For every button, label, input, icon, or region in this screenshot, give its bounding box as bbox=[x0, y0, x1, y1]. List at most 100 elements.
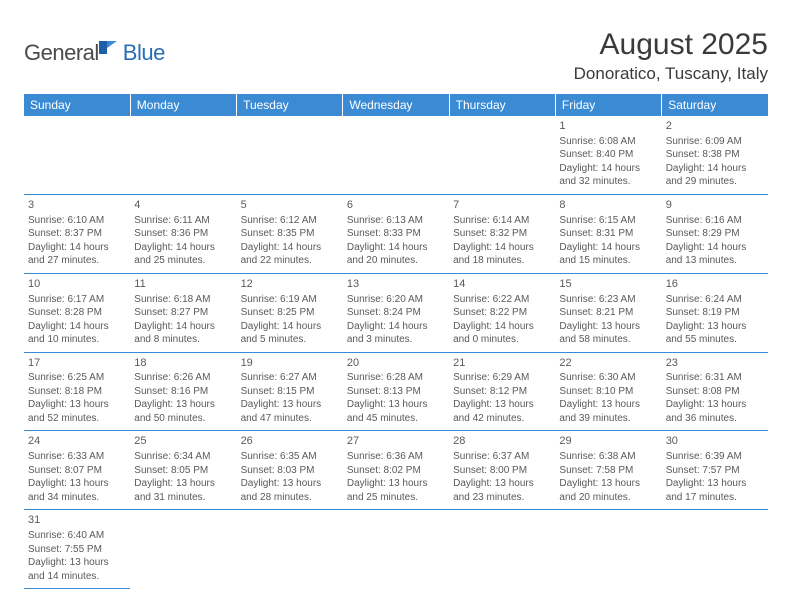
daylight-line: Daylight: 13 hours and 23 minutes. bbox=[453, 477, 551, 504]
calendar-day: 9Sunrise: 6:16 AMSunset: 8:29 PMDaylight… bbox=[662, 194, 768, 273]
sunset-line: Sunset: 8:19 PM bbox=[666, 306, 764, 320]
sunrise-line: Sunrise: 6:17 AM bbox=[28, 293, 126, 307]
weekday-header: Tuesday bbox=[237, 94, 343, 116]
daylight-line: Daylight: 14 hours and 3 minutes. bbox=[347, 320, 445, 347]
weekday-header: Saturday bbox=[662, 94, 768, 116]
sunset-line: Sunset: 8:25 PM bbox=[241, 306, 339, 320]
sunrise-line: Sunrise: 6:20 AM bbox=[347, 293, 445, 307]
sunset-line: Sunset: 8:38 PM bbox=[666, 148, 764, 162]
sunset-line: Sunset: 8:32 PM bbox=[453, 227, 551, 241]
sunrise-line: Sunrise: 6:25 AM bbox=[28, 371, 126, 385]
sunrise-line: Sunrise: 6:14 AM bbox=[453, 214, 551, 228]
calendar-day-empty bbox=[555, 510, 661, 589]
day-number: 16 bbox=[666, 277, 764, 292]
weekday-header: Monday bbox=[130, 94, 236, 116]
sunrise-line: Sunrise: 6:09 AM bbox=[666, 135, 764, 149]
daylight-line: Daylight: 13 hours and 28 minutes. bbox=[241, 477, 339, 504]
daylight-line: Daylight: 14 hours and 22 minutes. bbox=[241, 241, 339, 268]
flag-icon bbox=[99, 38, 121, 59]
day-number: 4 bbox=[134, 198, 232, 213]
day-number: 17 bbox=[28, 356, 126, 371]
sunset-line: Sunset: 8:00 PM bbox=[453, 464, 551, 478]
day-number: 3 bbox=[28, 198, 126, 213]
day-number: 5 bbox=[241, 198, 339, 213]
calendar-day: 29Sunrise: 6:38 AMSunset: 7:58 PMDayligh… bbox=[555, 431, 661, 510]
sunset-line: Sunset: 8:21 PM bbox=[559, 306, 657, 320]
calendar-row: 1Sunrise: 6:08 AMSunset: 8:40 PMDaylight… bbox=[24, 116, 768, 194]
calendar-day: 23Sunrise: 6:31 AMSunset: 8:08 PMDayligh… bbox=[662, 352, 768, 431]
daylight-line: Daylight: 13 hours and 14 minutes. bbox=[28, 556, 126, 583]
sunrise-line: Sunrise: 6:18 AM bbox=[134, 293, 232, 307]
daylight-line: Daylight: 14 hours and 5 minutes. bbox=[241, 320, 339, 347]
daylight-line: Daylight: 13 hours and 45 minutes. bbox=[347, 398, 445, 425]
calendar-day: 1Sunrise: 6:08 AMSunset: 8:40 PMDaylight… bbox=[555, 116, 661, 194]
calendar-day: 3Sunrise: 6:10 AMSunset: 8:37 PMDaylight… bbox=[24, 194, 130, 273]
calendar-row: 17Sunrise: 6:25 AMSunset: 8:18 PMDayligh… bbox=[24, 352, 768, 431]
sunrise-line: Sunrise: 6:08 AM bbox=[559, 135, 657, 149]
sunset-line: Sunset: 8:22 PM bbox=[453, 306, 551, 320]
sunset-line: Sunset: 7:57 PM bbox=[666, 464, 764, 478]
day-number: 26 bbox=[241, 434, 339, 449]
calendar-row: 3Sunrise: 6:10 AMSunset: 8:37 PMDaylight… bbox=[24, 194, 768, 273]
day-number: 27 bbox=[347, 434, 445, 449]
title-month: August 2025 bbox=[574, 28, 768, 62]
daylight-line: Daylight: 14 hours and 10 minutes. bbox=[28, 320, 126, 347]
daylight-line: Daylight: 13 hours and 20 minutes. bbox=[559, 477, 657, 504]
weekday-header: Thursday bbox=[449, 94, 555, 116]
day-number: 20 bbox=[347, 356, 445, 371]
day-number: 7 bbox=[453, 198, 551, 213]
sunset-line: Sunset: 8:37 PM bbox=[28, 227, 126, 241]
daylight-line: Daylight: 14 hours and 18 minutes. bbox=[453, 241, 551, 268]
sunset-line: Sunset: 8:15 PM bbox=[241, 385, 339, 399]
sunset-line: Sunset: 8:03 PM bbox=[241, 464, 339, 478]
sunset-line: Sunset: 8:02 PM bbox=[347, 464, 445, 478]
calendar-day-empty bbox=[343, 510, 449, 589]
sunrise-line: Sunrise: 6:27 AM bbox=[241, 371, 339, 385]
sunset-line: Sunset: 8:33 PM bbox=[347, 227, 445, 241]
calendar-day-empty bbox=[237, 116, 343, 194]
daylight-line: Daylight: 14 hours and 15 minutes. bbox=[559, 241, 657, 268]
calendar-day: 19Sunrise: 6:27 AMSunset: 8:15 PMDayligh… bbox=[237, 352, 343, 431]
sunrise-line: Sunrise: 6:16 AM bbox=[666, 214, 764, 228]
daylight-line: Daylight: 13 hours and 25 minutes. bbox=[347, 477, 445, 504]
calendar-day: 31Sunrise: 6:40 AMSunset: 7:55 PMDayligh… bbox=[24, 510, 130, 589]
sunset-line: Sunset: 8:13 PM bbox=[347, 385, 445, 399]
sunrise-line: Sunrise: 6:29 AM bbox=[453, 371, 551, 385]
calendar-day: 25Sunrise: 6:34 AMSunset: 8:05 PMDayligh… bbox=[130, 431, 236, 510]
sunrise-line: Sunrise: 6:37 AM bbox=[453, 450, 551, 464]
daylight-line: Daylight: 13 hours and 55 minutes. bbox=[666, 320, 764, 347]
sunrise-line: Sunrise: 6:35 AM bbox=[241, 450, 339, 464]
calendar-day: 8Sunrise: 6:15 AMSunset: 8:31 PMDaylight… bbox=[555, 194, 661, 273]
calendar-day: 28Sunrise: 6:37 AMSunset: 8:00 PMDayligh… bbox=[449, 431, 555, 510]
day-number: 21 bbox=[453, 356, 551, 371]
calendar-day: 4Sunrise: 6:11 AMSunset: 8:36 PMDaylight… bbox=[130, 194, 236, 273]
sunset-line: Sunset: 8:35 PM bbox=[241, 227, 339, 241]
day-number: 31 bbox=[28, 513, 126, 528]
sunset-line: Sunset: 8:36 PM bbox=[134, 227, 232, 241]
sunrise-line: Sunrise: 6:19 AM bbox=[241, 293, 339, 307]
calendar-day: 12Sunrise: 6:19 AMSunset: 8:25 PMDayligh… bbox=[237, 273, 343, 352]
sunset-line: Sunset: 8:16 PM bbox=[134, 385, 232, 399]
day-number: 22 bbox=[559, 356, 657, 371]
daylight-line: Daylight: 13 hours and 52 minutes. bbox=[28, 398, 126, 425]
day-number: 18 bbox=[134, 356, 232, 371]
day-number: 1 bbox=[559, 119, 657, 134]
day-number: 13 bbox=[347, 277, 445, 292]
calendar-day-empty bbox=[449, 116, 555, 194]
sunset-line: Sunset: 8:27 PM bbox=[134, 306, 232, 320]
sunset-line: Sunset: 8:05 PM bbox=[134, 464, 232, 478]
day-number: 24 bbox=[28, 434, 126, 449]
day-number: 25 bbox=[134, 434, 232, 449]
sunrise-line: Sunrise: 6:31 AM bbox=[666, 371, 764, 385]
calendar-day-empty bbox=[130, 116, 236, 194]
sunrise-line: Sunrise: 6:38 AM bbox=[559, 450, 657, 464]
calendar-day: 30Sunrise: 6:39 AMSunset: 7:57 PMDayligh… bbox=[662, 431, 768, 510]
daylight-line: Daylight: 14 hours and 27 minutes. bbox=[28, 241, 126, 268]
calendar-day: 27Sunrise: 6:36 AMSunset: 8:02 PMDayligh… bbox=[343, 431, 449, 510]
day-number: 9 bbox=[666, 198, 764, 213]
sunset-line: Sunset: 8:24 PM bbox=[347, 306, 445, 320]
brand-part2: Blue bbox=[123, 40, 165, 66]
sunrise-line: Sunrise: 6:11 AM bbox=[134, 214, 232, 228]
sunrise-line: Sunrise: 6:13 AM bbox=[347, 214, 445, 228]
daylight-line: Daylight: 14 hours and 29 minutes. bbox=[666, 162, 764, 189]
